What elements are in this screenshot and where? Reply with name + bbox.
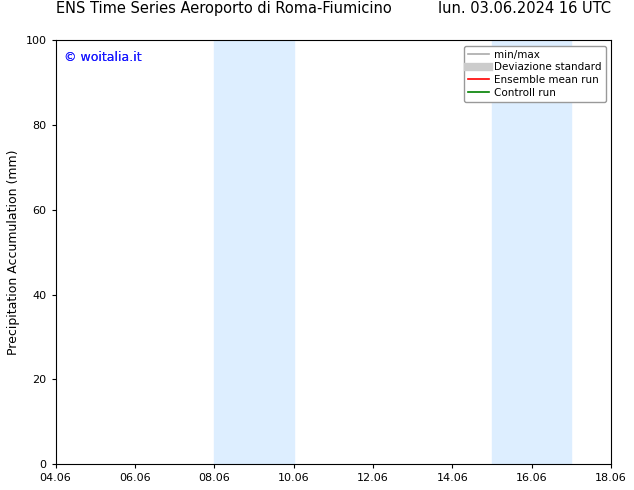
Y-axis label: Precipitation Accumulation (mm): Precipitation Accumulation (mm) [7, 149, 20, 355]
Text: lun. 03.06.2024 16 UTC: lun. 03.06.2024 16 UTC [438, 1, 611, 16]
Bar [214, 40, 294, 464]
Text: ENS Time Series Aeroporto di Roma-Fiumicino: ENS Time Series Aeroporto di Roma-Fiumic… [56, 1, 391, 16]
Text: © woitalia.it: © woitalia.it [64, 51, 141, 64]
Text: © woitalia.it: © woitalia.it [64, 51, 141, 64]
Bar [492, 40, 571, 464]
Legend: min/max, Deviazione standard, Ensemble mean run, Controll run: min/max, Deviazione standard, Ensemble m… [464, 46, 606, 102]
